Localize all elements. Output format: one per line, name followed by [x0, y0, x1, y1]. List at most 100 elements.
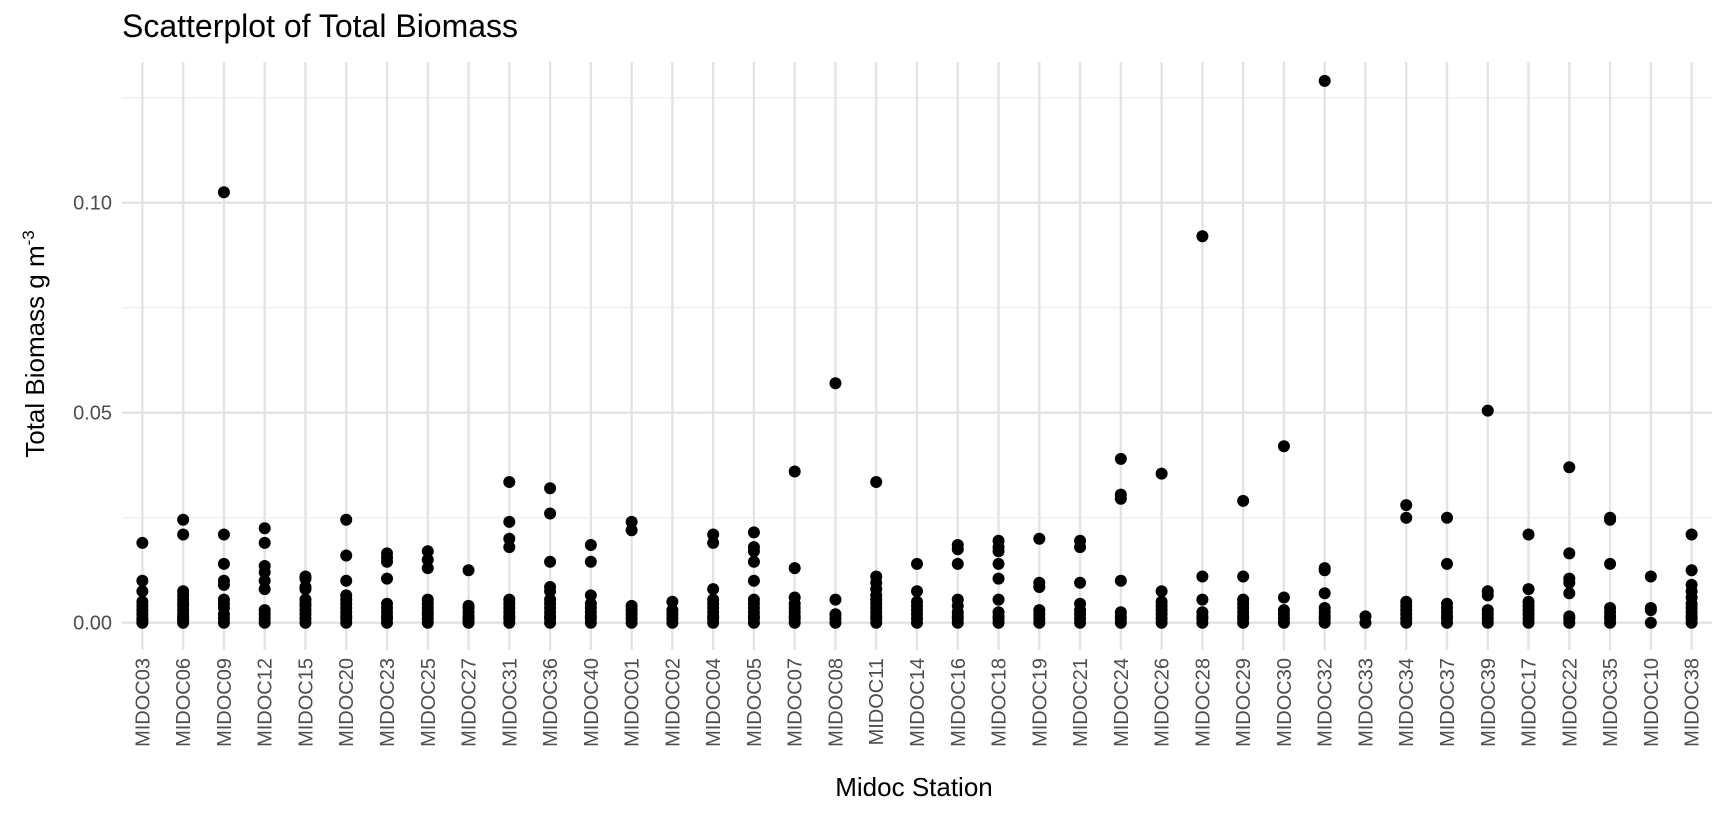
- data-point: [625, 515, 638, 528]
- data-point: [1237, 616, 1250, 629]
- data-point: [503, 541, 516, 554]
- data-point: [1155, 616, 1168, 629]
- y-axis-label-main: Total Biomass g m: [20, 245, 50, 457]
- data-point: [788, 465, 801, 478]
- data-point: [1237, 570, 1250, 583]
- y-tick-label: 0.00: [73, 613, 112, 635]
- data-point: [503, 476, 516, 488]
- data-point: [584, 589, 597, 602]
- y-tick-labels: 0.00 0.05 0.10: [73, 193, 112, 635]
- x-tick-label: MIDOC05: [744, 658, 766, 747]
- data-point: [1604, 557, 1617, 570]
- x-tick-label: MIDOC03: [132, 658, 154, 747]
- data-point: [544, 482, 557, 495]
- data-point: [1563, 461, 1576, 474]
- data-points: [136, 74, 1698, 629]
- data-point: [1033, 616, 1046, 629]
- x-tick-label: MIDOC08: [825, 658, 847, 747]
- data-point: [421, 545, 434, 558]
- data-point: [625, 616, 638, 629]
- data-point: [1441, 511, 1453, 524]
- x-tick-label: MIDOC22: [1559, 658, 1581, 747]
- y-axis-label-exponent: -3: [19, 230, 38, 245]
- data-point: [1441, 557, 1453, 570]
- x-tick-label: MIDOC04: [703, 658, 725, 747]
- x-tick-label: MIDOC35: [1600, 658, 1622, 747]
- data-point: [1481, 404, 1494, 417]
- data-point: [1604, 616, 1617, 629]
- data-point: [1685, 528, 1698, 541]
- data-point: [1114, 452, 1127, 465]
- data-point: [1685, 564, 1698, 577]
- x-tick-label: MIDOC20: [336, 658, 358, 747]
- data-point: [299, 616, 312, 629]
- data-point: [707, 583, 720, 596]
- data-point: [177, 513, 190, 526]
- data-point: [136, 616, 149, 629]
- data-point: [707, 536, 720, 549]
- data-point: [421, 616, 434, 629]
- x-tick-label: MIDOC21: [1070, 658, 1092, 747]
- data-point: [217, 616, 230, 629]
- y-tick-label: 0.10: [73, 193, 112, 215]
- data-point: [544, 616, 557, 629]
- data-point: [258, 536, 271, 549]
- x-tick-label: MIDOC25: [418, 658, 440, 747]
- data-point: [584, 555, 597, 568]
- data-point: [1481, 616, 1494, 629]
- data-point: [1155, 585, 1168, 598]
- data-point: [1033, 581, 1046, 593]
- data-point: [136, 574, 149, 587]
- x-tick-label: MIDOC12: [255, 658, 277, 747]
- data-point: [381, 572, 393, 585]
- data-point: [625, 524, 638, 537]
- x-tick-label: MIDOC38: [1682, 658, 1704, 747]
- data-point: [421, 553, 434, 566]
- data-point: [747, 545, 760, 558]
- x-tick-label: MIDOC24: [1111, 658, 1133, 747]
- data-point: [177, 616, 190, 629]
- data-point: [1196, 593, 1209, 606]
- data-point: [584, 539, 597, 551]
- data-point: [1522, 616, 1535, 629]
- x-tick-label: MIDOC31: [499, 658, 521, 747]
- x-tick-label: MIDOC01: [622, 658, 644, 747]
- data-point: [462, 564, 475, 577]
- data-point: [1400, 511, 1413, 524]
- x-tick-label: MIDOC32: [1315, 658, 1337, 747]
- x-tick-label: MIDOC33: [1355, 658, 1377, 747]
- data-point: [870, 476, 883, 488]
- x-tick-label: MIDOC27: [459, 658, 481, 747]
- data-point: [1400, 616, 1413, 629]
- data-point: [911, 557, 923, 570]
- data-point: [1563, 547, 1576, 560]
- x-tick-label: MIDOC30: [1274, 658, 1296, 747]
- data-point: [258, 616, 271, 629]
- data-point: [1318, 587, 1331, 600]
- x-tick-label: MIDOC06: [173, 658, 195, 747]
- data-point: [1563, 576, 1576, 589]
- data-point: [258, 583, 271, 596]
- x-tick-label: MIDOC26: [1152, 658, 1174, 747]
- data-point: [1563, 587, 1576, 600]
- data-point: [992, 572, 1005, 585]
- x-tick-label: MIDOC14: [907, 658, 929, 747]
- data-point: [1644, 570, 1657, 583]
- data-point: [1318, 616, 1331, 629]
- data-point: [503, 515, 516, 528]
- data-point: [829, 593, 842, 606]
- data-point: [707, 616, 720, 629]
- data-point: [544, 555, 557, 568]
- x-tick-label: MIDOC07: [785, 658, 807, 747]
- data-point: [340, 574, 353, 587]
- data-point: [1114, 574, 1127, 587]
- data-point: [1644, 616, 1657, 629]
- data-point: [1522, 583, 1535, 596]
- y-axis-label: Total Biomass g m-3: [19, 230, 50, 458]
- x-tick-label: MIDOC16: [948, 658, 970, 747]
- grid-lines: [122, 62, 1712, 650]
- data-point: [1155, 467, 1168, 480]
- data-point: [1318, 564, 1331, 577]
- x-tick-label: MIDOC34: [1396, 658, 1418, 747]
